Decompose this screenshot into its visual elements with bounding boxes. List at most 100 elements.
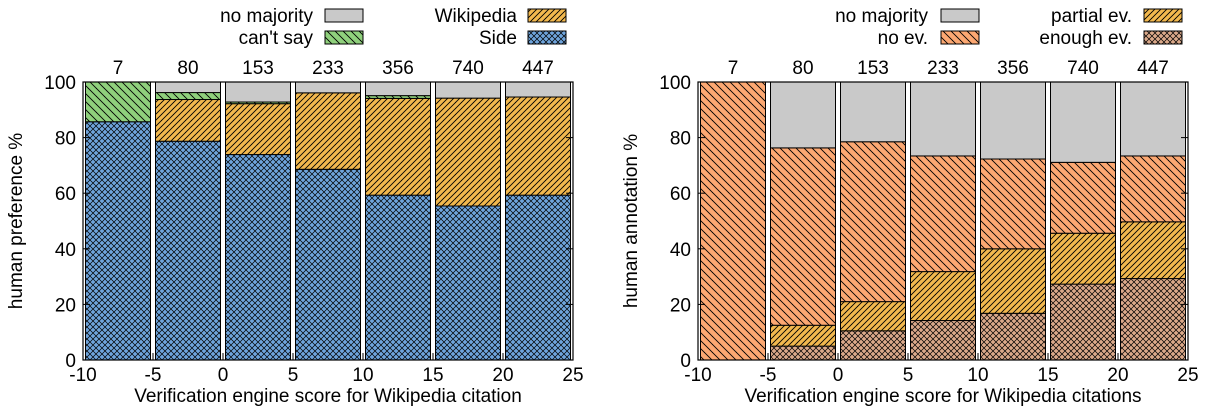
x-tick-label-25: 25 [1177,365,1198,386]
bar-partial-ev-bin-5-pattern [1050,232,1116,285]
stacked-bars [700,81,1186,361]
y-axis: 0 20 40 60 80 100 [659,73,1188,372]
bar-wikipedia-bin-3-pattern [295,92,361,170]
legend-side-swatch-pattern [527,30,567,45]
legend-can-t-say-label: can't say [239,28,314,49]
x-axis: -10 -5 0 5 10 15 20 25 [69,353,584,386]
x-tick-label-5: -5 [145,365,162,386]
plot-frame [82,81,574,361]
bin-count-label-4: 356 [382,58,414,79]
bar-no-majority-bin-6 [1120,82,1186,156]
stacked-bars [85,81,571,361]
bin-count-label-6: 447 [522,58,554,79]
x-tick-label-10: -10 [69,365,96,386]
bar-side-bin-5-pattern [435,205,501,361]
y-tick-label-100: 100 [659,73,691,94]
y-tick-label-0: 0 [680,351,691,372]
bin-count-labels: 7 80 153 233 356 740 447 [728,58,1169,79]
bin-count-label-5: 740 [452,58,484,79]
x-axis-label: Verification engine score for Wikipedia … [744,386,1141,407]
bar-no-majority-bin-4 [980,82,1046,160]
x-tick-label-5: 5 [288,365,299,386]
bar-wikipedia-bin-2-pattern [225,103,291,156]
x-tick-label-20: 20 [1107,365,1128,386]
bar-side-bin-1-pattern [155,140,221,361]
bar-partial-ev-bin-6-pattern [1120,221,1186,280]
x-tick-label-10: 10 [967,365,988,386]
bar-no-majority-bin-5 [1050,82,1116,163]
bar-no-ev-bin-6-pattern [1120,155,1186,223]
x-tick-label-25: 25 [562,365,583,386]
bar-no-ev-bin-0-pattern [700,81,766,361]
bin-count-label-3: 233 [312,58,344,79]
x-tick-label-20: 20 [492,365,513,386]
bar-can-t-say-bin-1-pattern [155,92,221,101]
legend-can-t-say-swatch-pattern [324,30,364,45]
legend-enough-ev-swatch-pattern [1143,30,1183,45]
legend-no-majority-swatch-pattern [324,8,364,23]
bar-wikipedia-bin-5-pattern [435,97,501,207]
legend-no-majority-swatch [941,9,979,22]
x-tick-label-15: 15 [422,365,443,386]
bar-no-majority-bin-1 [155,82,221,93]
bin-count-label-1: 80 [177,58,198,79]
bar-enough-ev-bin-5-pattern [1050,283,1116,361]
bar-no-majority-bin-2 [225,82,291,103]
legend-no-majority-swatch-pattern [940,8,980,23]
bar-enough-ev-bin-4-pattern [980,312,1046,361]
legend-side-label: Side [479,28,517,49]
bar-partial-ev-bin-4-pattern [980,248,1046,314]
x-axis: -10 -5 0 5 10 15 20 25 [684,353,1199,386]
bar-no-majority-bin-3 [295,82,361,93]
bar-enough-ev-bin-2-pattern [840,330,906,361]
y-tick-label-60: 60 [670,184,691,205]
legend-no-ev-swatch-pattern [940,30,980,45]
bar-partial-ev-bin-3-pattern [910,271,976,322]
legend-no-majority-swatch [325,9,363,22]
x-tick-label-0: 0 [833,365,844,386]
y-axis-label: human annotation % [621,134,642,308]
bar-side-bin-2-pattern [225,154,291,361]
y-tick-label-100: 100 [44,73,76,94]
bar-no-ev-bin-4-pattern [980,158,1046,250]
y-tick-label-20: 20 [670,295,691,316]
y-tick-label-40: 40 [670,240,691,261]
legend-no-majority-label: no majority [220,6,313,27]
legend-partial-ev-swatch-pattern [1143,8,1183,23]
bin-count-label-0: 7 [728,58,739,79]
bar-can-t-say-bin-0-pattern [85,81,151,123]
bar-side-bin-3-pattern [295,168,361,361]
bar-side-bin-4-pattern [365,194,431,361]
x-tick-label-5: -5 [760,365,777,386]
x-tick-label-10: 10 [352,365,373,386]
bar-partial-ev-bin-1-pattern [770,324,836,347]
y-tick-label-80: 80 [55,129,76,150]
bin-count-label-6: 447 [1137,58,1169,79]
x-tick-label-0: 0 [218,365,229,386]
plot-frame [697,81,1189,361]
bar-side-bin-6-pattern [505,194,571,361]
bar-wikipedia-bin-4-pattern [365,97,431,196]
x-tick-label-10: -10 [684,365,711,386]
bar-no-majority-bin-2 [840,82,906,142]
bar-wikipedia-bin-1-pattern [155,99,221,142]
bar-no-majority-bin-1 [770,82,836,148]
y-tick-label-60: 60 [55,184,76,205]
bar-partial-ev-bin-2-pattern [840,301,906,332]
y-tick-label-20: 20 [55,295,76,316]
bin-count-label-5: 740 [1067,58,1099,79]
x-tick-label-5: 5 [903,365,914,386]
y-axis-label: human preference % [6,133,27,309]
y-tick-label-80: 80 [670,129,691,150]
bar-no-ev-bin-3-pattern [910,155,976,273]
x-tick-label-15: 15 [1037,365,1058,386]
bar-wikipedia-bin-6-pattern [505,96,571,196]
bin-count-label-0: 7 [113,58,124,79]
x-axis-label: Verification engine score for Wikipedia … [134,386,522,407]
y-tick-label-40: 40 [55,240,76,261]
y-axis: 0 20 40 60 80 100 [44,73,573,372]
